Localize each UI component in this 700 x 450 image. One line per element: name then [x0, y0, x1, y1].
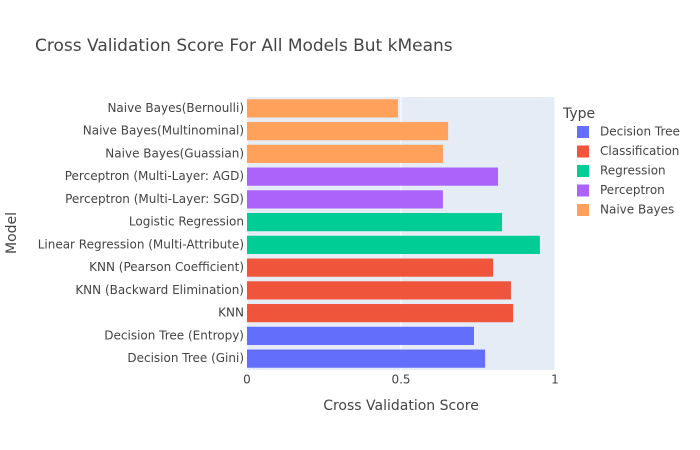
bar — [247, 349, 486, 368]
y-tick-label: Logistic Regression — [129, 215, 244, 229]
bar — [247, 99, 398, 118]
legend-swatch — [577, 184, 589, 197]
x-tick-label: 0 — [243, 373, 251, 387]
legend-swatch — [577, 204, 589, 216]
y-tick-label: KNN — [218, 306, 244, 320]
chart-title: Cross Validation Score For All Models Bu… — [35, 36, 453, 56]
y-tick-label: Perceptron (Multi-Layer: SGD) — [65, 192, 244, 206]
legend-label: Naive Bayes — [600, 203, 674, 217]
bar — [247, 144, 443, 163]
x-axis-title: Cross Validation Score — [323, 398, 479, 414]
legend-swatch — [577, 165, 589, 177]
legend-title: Type — [562, 106, 595, 122]
y-tick-label: Naive Bayes(Guassian) — [105, 146, 244, 160]
legend-label: Classification — [600, 144, 679, 158]
legend-label: Perceptron — [600, 183, 665, 197]
x-tick-label: 0.5 — [391, 373, 410, 387]
y-tick-label: Naive Bayes(Bernoulli) — [107, 101, 244, 115]
bar — [247, 304, 514, 323]
bar — [247, 326, 474, 345]
y-tick-label: Perceptron (Multi-Layer: AGD) — [65, 169, 244, 183]
y-tick-label: KNN (Pearson Coefficient) — [89, 260, 244, 274]
y-tick-label: Decision Tree (Entropy) — [104, 328, 244, 342]
legend-swatch — [577, 145, 589, 158]
bar — [247, 122, 449, 141]
bar — [247, 167, 499, 186]
y-tick-label: KNN (Backward Elimination) — [75, 283, 244, 297]
legend-swatch — [577, 126, 589, 138]
y-tick-label: Decision Tree (Gini) — [127, 351, 244, 365]
legend-label: Decision Tree — [600, 125, 680, 139]
bar — [247, 281, 511, 300]
bar — [247, 190, 443, 209]
y-axis-title: Model — [4, 212, 20, 254]
x-tick-label: 1 — [551, 373, 559, 387]
bar — [247, 235, 540, 254]
bar — [247, 213, 503, 232]
y-tick-label: Naive Bayes(Multinominal) — [83, 124, 244, 138]
y-tick-label: Linear Regression (Multi-Attribute) — [38, 237, 244, 251]
legend-label: Regression — [600, 164, 666, 178]
bar — [247, 258, 494, 277]
